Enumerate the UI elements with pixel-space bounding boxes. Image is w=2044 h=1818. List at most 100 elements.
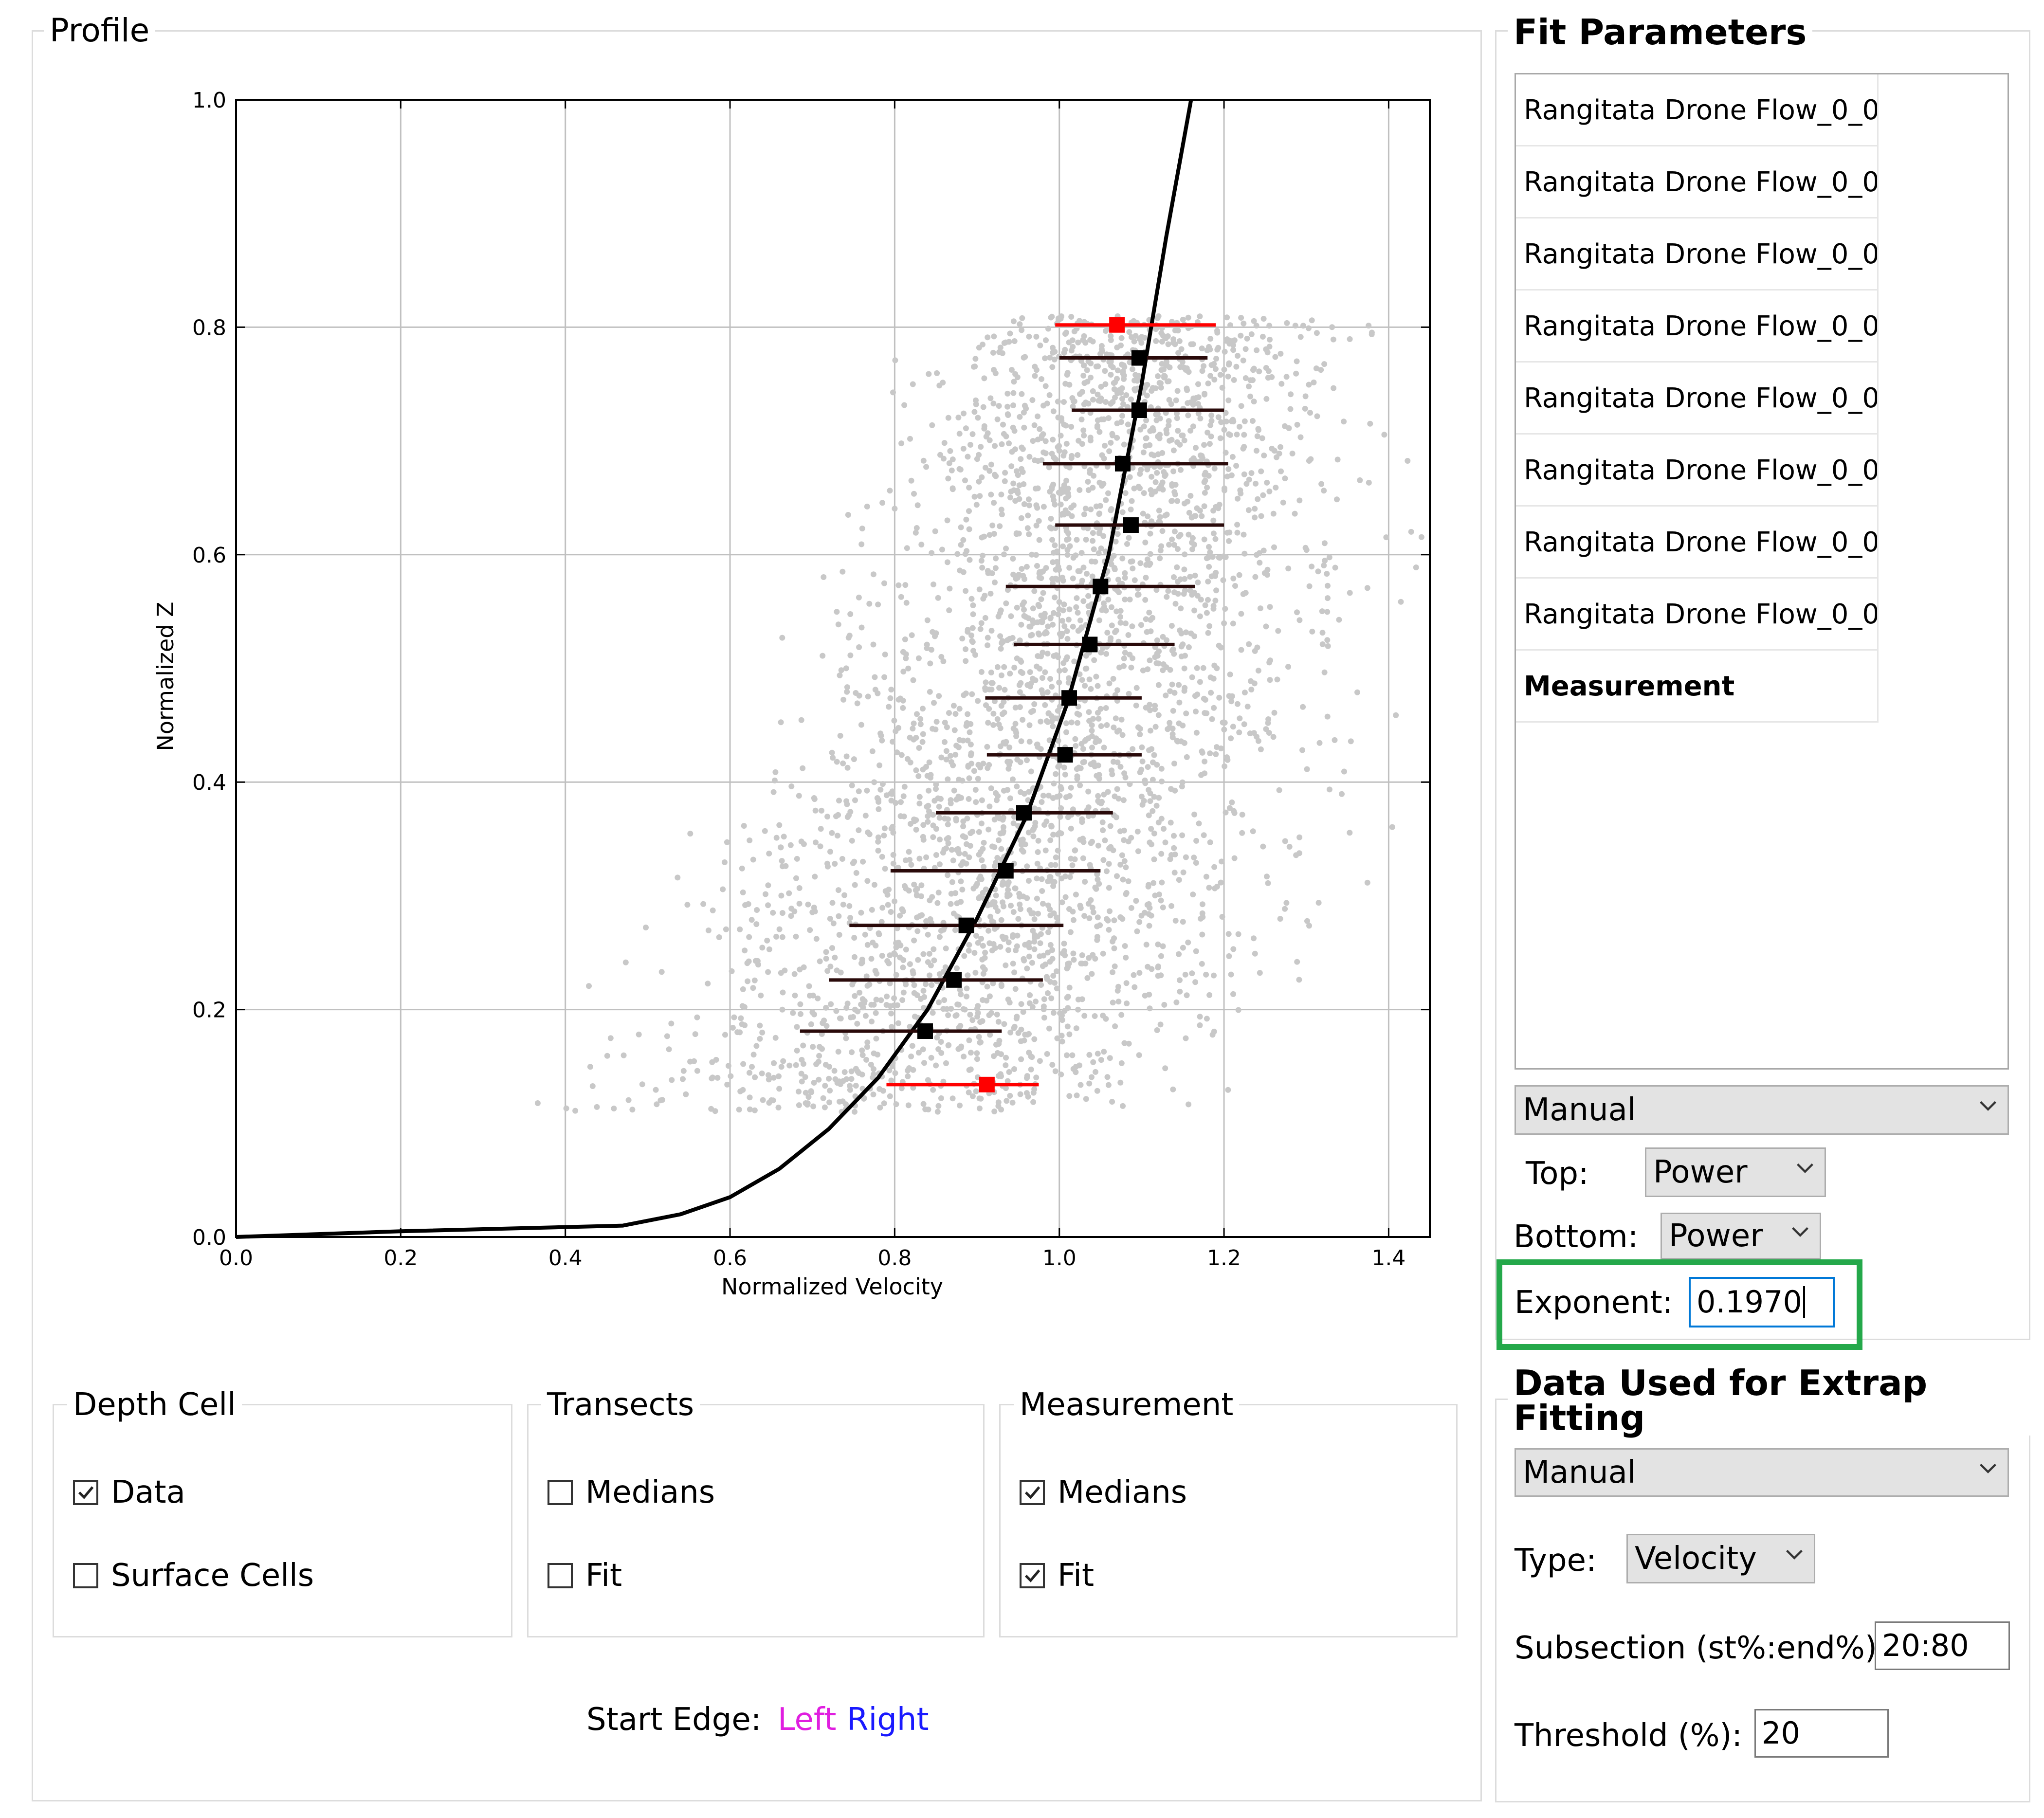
scatter-point bbox=[1049, 484, 1055, 490]
scatter-point bbox=[739, 865, 745, 872]
scatter-point bbox=[1048, 862, 1054, 868]
measurement-fit-checkbox[interactable]: Fit bbox=[1020, 1560, 1094, 1591]
scatter-point bbox=[1122, 490, 1129, 496]
exponent-input[interactable]: 0.1970 bbox=[1689, 1277, 1835, 1327]
list-item[interactable]: Rangitata Drone Flow_0_010 bbox=[1516, 291, 1879, 363]
scatter-point bbox=[811, 796, 818, 802]
type-select[interactable]: Velocity bbox=[1626, 1534, 1815, 1583]
checkbox-box[interactable] bbox=[73, 1563, 98, 1588]
scatter-point bbox=[1226, 538, 1232, 544]
scatter-point bbox=[1211, 377, 1218, 383]
scatter-point bbox=[1114, 376, 1120, 382]
transects-fit-checkbox[interactable]: Fit bbox=[548, 1560, 622, 1591]
scatter-point bbox=[737, 926, 743, 932]
scatter-point bbox=[1007, 1029, 1014, 1036]
scatter-point bbox=[1142, 777, 1148, 783]
list-item[interactable]: Rangitata Drone Flow_0_011 bbox=[1516, 363, 1879, 435]
checkbox-box[interactable] bbox=[73, 1480, 98, 1505]
list-item[interactable]: Rangitata Drone Flow_0_013 bbox=[1516, 507, 1879, 579]
threshold-input[interactable]: 20 bbox=[1754, 1709, 1889, 1758]
scatter-point bbox=[1211, 662, 1218, 669]
surface-cells-checkbox[interactable]: Surface Cells bbox=[73, 1560, 314, 1591]
scatter-point bbox=[1049, 947, 1056, 953]
scatter-point bbox=[1142, 443, 1149, 449]
scatter-point bbox=[879, 854, 885, 860]
checkbox-box[interactable] bbox=[1020, 1480, 1045, 1505]
scatter-point bbox=[534, 1100, 541, 1106]
scatter-point bbox=[1332, 737, 1338, 743]
scatter-point bbox=[1011, 1066, 1017, 1072]
scatter-point bbox=[1128, 664, 1134, 671]
scatter-point bbox=[1233, 463, 1240, 469]
list-item-measurement[interactable]: Measurement bbox=[1516, 651, 1879, 723]
scatter-point bbox=[1212, 536, 1219, 542]
scatter-point bbox=[1193, 709, 1199, 715]
list-item[interactable]: Rangitata Drone Flow_0_007 bbox=[1516, 74, 1879, 146]
data-used-mode-select[interactable]: Manual bbox=[1515, 1448, 2009, 1497]
scatter-point bbox=[1067, 929, 1074, 935]
top-method-select[interactable]: Power bbox=[1645, 1147, 1826, 1197]
list-item[interactable]: Rangitata Drone Flow_0_009 bbox=[1516, 218, 1879, 291]
scatter-point bbox=[1037, 342, 1043, 348]
scatter-point bbox=[1019, 444, 1025, 451]
scatter-point bbox=[931, 582, 936, 587]
scatter-point bbox=[1174, 546, 1181, 552]
scatter-point bbox=[998, 982, 1004, 988]
scatter-point bbox=[989, 570, 995, 576]
list-item[interactable]: Rangitata Drone Flow_0_008 bbox=[1516, 146, 1879, 218]
scatter-point bbox=[1219, 914, 1225, 920]
scatter-point bbox=[1197, 1022, 1203, 1028]
top-method-value: Power bbox=[1653, 1154, 1748, 1190]
fit-mode-select[interactable]: Manual bbox=[1515, 1085, 2009, 1135]
scatter-point bbox=[1068, 424, 1075, 430]
scatter-point bbox=[900, 989, 907, 996]
scatter-point bbox=[980, 404, 986, 410]
transect-list[interactable]: Rangitata Drone Flow_0_007 Rangitata Dro… bbox=[1515, 73, 2009, 1070]
scatter-point bbox=[1041, 611, 1048, 617]
start-edge-left[interactable]: Left bbox=[778, 1702, 837, 1738]
checkbox-box[interactable] bbox=[1020, 1563, 1045, 1588]
scatter-point bbox=[870, 939, 876, 945]
scatter-point bbox=[587, 1064, 593, 1070]
chevron-down-icon bbox=[1792, 1227, 1808, 1237]
scatter-point bbox=[1211, 1028, 1217, 1035]
scatter-point bbox=[1110, 399, 1116, 405]
scatter-point bbox=[1168, 623, 1175, 629]
scatter-point bbox=[1017, 689, 1023, 695]
scatter-point bbox=[1128, 507, 1134, 512]
scatter-point bbox=[997, 523, 1003, 529]
scatter-point bbox=[980, 552, 986, 559]
scatter-point bbox=[864, 982, 871, 989]
scatter-point bbox=[988, 670, 994, 675]
depth-cell-data-checkbox[interactable]: Data bbox=[73, 1477, 185, 1508]
scatter-point bbox=[946, 710, 952, 716]
transects-medians-checkbox[interactable]: Medians bbox=[548, 1477, 715, 1508]
measurement-medians-checkbox[interactable]: Medians bbox=[1020, 1477, 1187, 1508]
scatter-point bbox=[1130, 465, 1136, 471]
checkbox-box[interactable] bbox=[548, 1480, 573, 1505]
scatter-point bbox=[1274, 676, 1280, 683]
scatter-point bbox=[1212, 366, 1219, 372]
scatter-point bbox=[1004, 411, 1011, 418]
scatter-point bbox=[1250, 418, 1256, 424]
start-edge-right[interactable]: Right bbox=[847, 1702, 929, 1738]
scatter-point bbox=[788, 906, 795, 912]
scatter-point bbox=[1214, 329, 1221, 336]
scatter-point bbox=[1018, 515, 1024, 521]
scatter-point bbox=[835, 887, 841, 893]
scatter-point bbox=[885, 902, 891, 908]
scatter-point bbox=[926, 759, 932, 765]
scatter-point bbox=[1241, 432, 1247, 438]
scatter-point bbox=[1143, 942, 1150, 948]
scatter-point bbox=[1052, 862, 1058, 868]
checkbox-box[interactable] bbox=[548, 1563, 573, 1588]
scatter-point bbox=[1067, 874, 1073, 880]
list-item[interactable]: Rangitata Drone Flow_0_012 bbox=[1516, 435, 1879, 507]
scatter-point bbox=[969, 829, 976, 835]
subsection-input[interactable]: 20:80 bbox=[1875, 1621, 2010, 1670]
bottom-method-select[interactable]: Power bbox=[1661, 1213, 1821, 1259]
scatter-point bbox=[938, 1039, 944, 1045]
scatter-point bbox=[1095, 683, 1101, 689]
scatter-point bbox=[1052, 594, 1058, 600]
list-item[interactable]: Rangitata Drone Flow_0_014 bbox=[1516, 579, 1879, 651]
